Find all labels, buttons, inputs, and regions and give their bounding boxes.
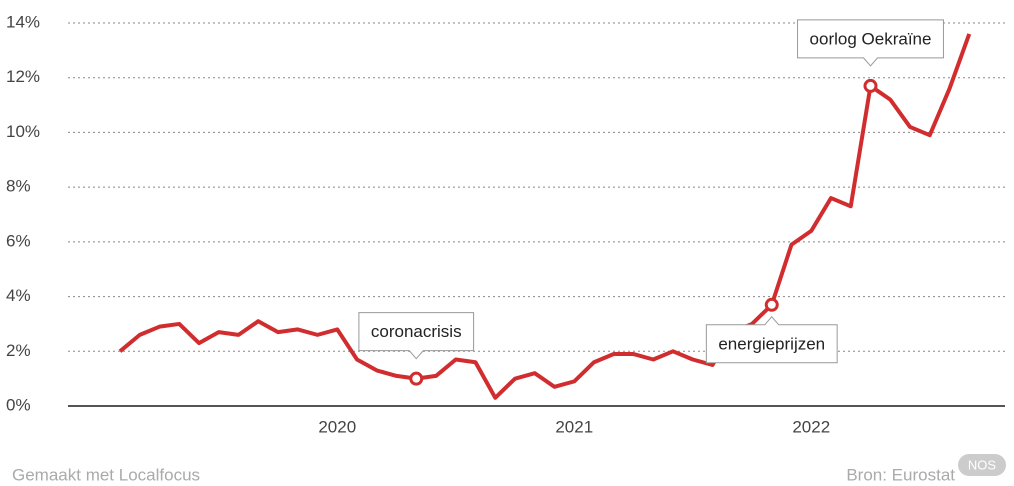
y-tick-label: 10% [6,122,40,141]
line [118,33,972,400]
annotation: oorlog Oekraïne [797,19,944,67]
annotation-box [797,19,944,67]
annotation-point [764,297,779,312]
y-tick-label: 14% [6,12,40,31]
footer-credit: Gemaakt met Localfocus [12,465,200,484]
badge-bg [958,454,1006,476]
annotation-text: coronacrisis [371,322,462,341]
annotation: energieprijzen [705,316,838,364]
badge: NOS [968,457,997,472]
y-tick-label: 2% [6,341,31,360]
annotation-box [705,316,838,364]
x-tick-label: 2020 [318,417,356,436]
annotation-box [358,312,475,360]
footer-source: Bron: Eurostat [846,465,955,484]
annotation-point [863,78,878,93]
annotation-point [409,371,424,386]
annotation-text: energieprijzen [718,334,825,353]
annotation: coronacrisis [358,312,475,360]
y-tick-label: 4% [6,286,31,305]
x-tick-label: 2022 [792,417,830,436]
y-tick-label: 0% [6,395,31,414]
y-tick-label: 6% [6,231,31,250]
y-tick-label: 12% [6,67,40,86]
annotation-text: oorlog Oekraïne [810,29,932,48]
x-tick-label: 2021 [555,417,593,436]
y-tick-label: 8% [6,177,31,196]
